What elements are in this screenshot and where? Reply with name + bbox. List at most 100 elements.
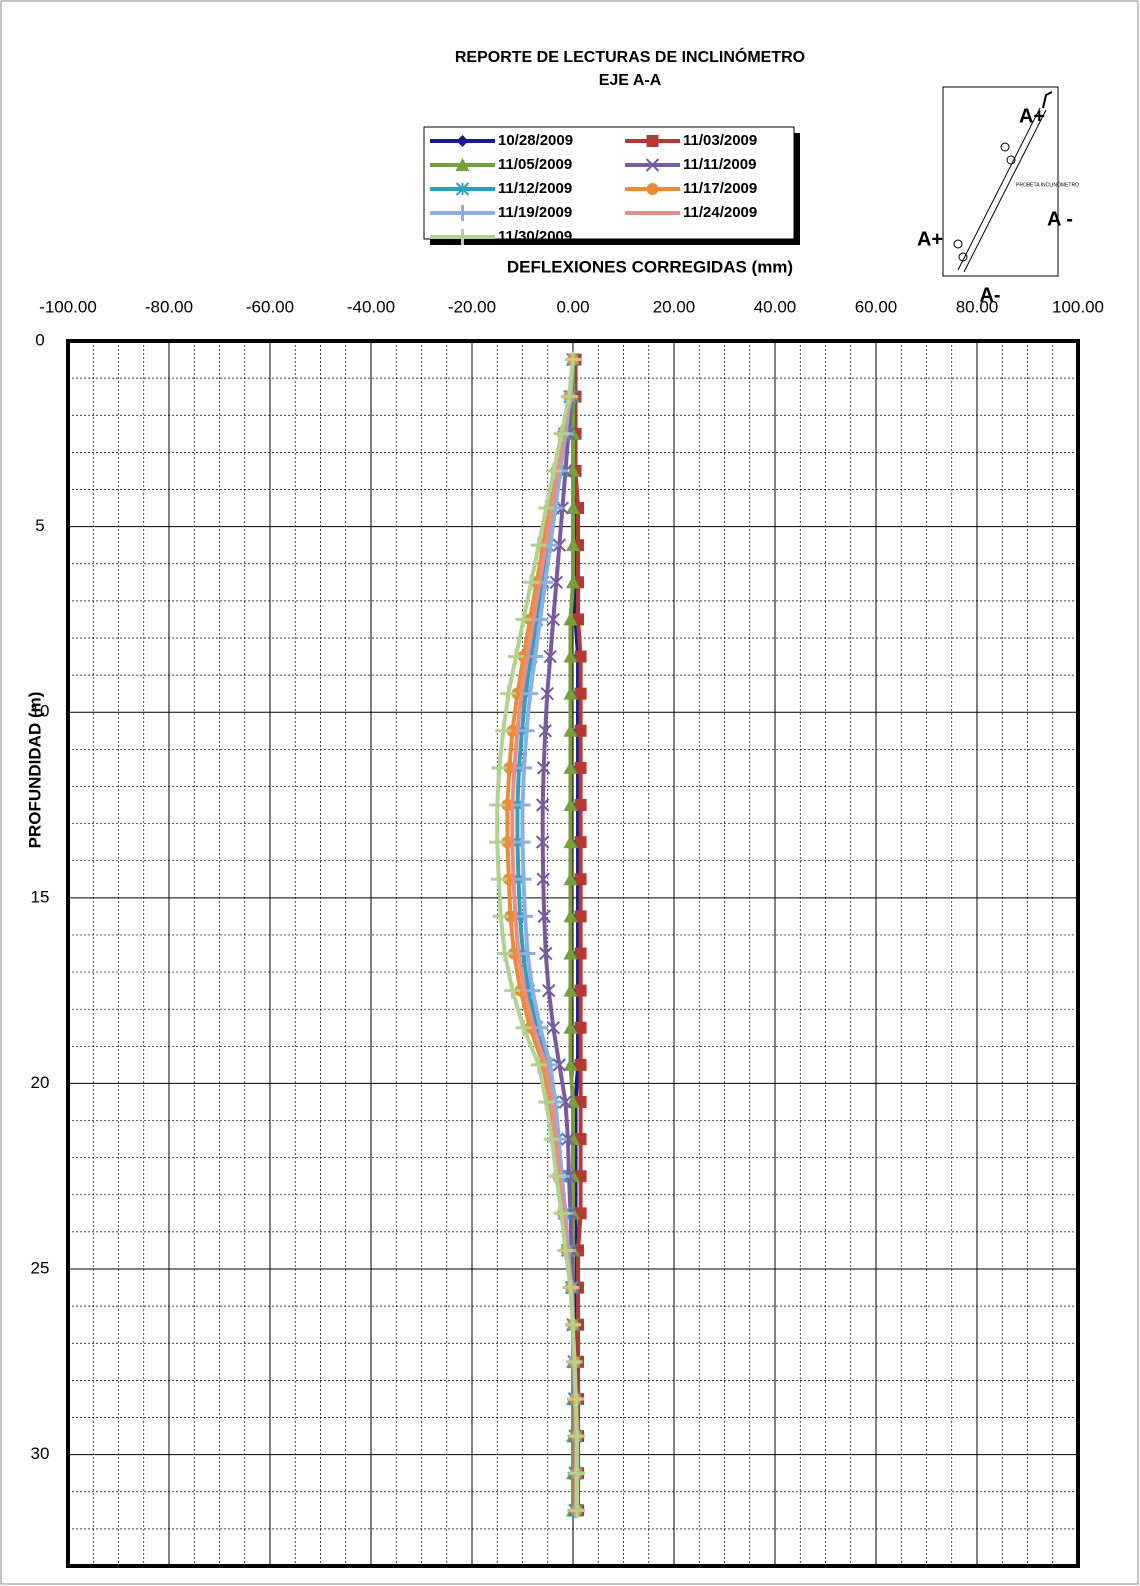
marker [562,1279,579,1296]
marker [539,946,553,961]
marker [574,836,587,849]
marker [574,761,587,774]
plot-series [489,351,587,1519]
marker [523,574,540,591]
marker [569,1502,586,1519]
marker [514,834,531,851]
marker [563,1057,578,1071]
marker [538,724,552,738]
x-tick-label: 40.00 [754,297,797,316]
chart-subtitle: EJE A-A [599,72,662,89]
marker [519,945,536,962]
marker [563,612,578,626]
marker [491,759,508,776]
marker [454,205,471,221]
legend-box [423,126,795,240]
marker [574,984,587,997]
marker [552,1058,567,1072]
marker [574,724,587,737]
legend-label: 11/17/2009 [683,180,757,197]
legend: 10/28/2009 11/03/2009 11/05/2009 11/11/2009… [423,126,800,245]
x-tick-label: -60.00 [246,297,294,316]
probe-wheel [958,252,968,262]
marker [553,425,570,442]
marker [563,798,578,812]
marker [561,1132,575,1146]
x-tick-label: -100.00 [39,297,97,316]
x-tick-label: 0.00 [556,297,589,316]
marker [646,135,659,147]
legend-label: 11/11/2009 [683,156,756,173]
marker [516,759,533,776]
x-tick-label: 80.00 [956,297,999,316]
marker [515,611,532,628]
marker [566,1353,583,1370]
marker [538,500,555,517]
marker [455,158,470,171]
inset: A+ A+ A - A- PROBETA INCLINÓMETRO [917,86,1079,306]
marker [530,537,547,554]
plot-border [66,339,1080,1568]
series-line [573,359,581,1511]
y-tick-label: 10 [31,702,50,721]
y-tick-label: 0 [35,330,44,349]
marker [565,1316,581,1333]
marker [563,1020,578,1034]
marker [574,873,587,886]
marker [501,799,514,812]
marker [574,687,587,700]
x-tick-label: -80.00 [145,297,193,316]
marker [518,722,535,739]
x-tick-label: 100.00 [1052,297,1104,316]
x-tick-label: 60.00 [855,297,898,316]
marker [574,1021,587,1034]
y-axis-title: PROFUNDIDAD (m) [25,692,44,849]
marker [563,723,578,737]
marker [566,575,580,589]
marker [489,797,506,814]
marker [563,909,578,923]
marker [563,946,578,960]
marker [546,612,561,627]
marker [535,798,550,812]
marker [546,1021,561,1035]
marker [495,722,512,739]
marker [456,135,469,147]
marker [563,760,578,774]
marker [565,351,581,368]
probe-wheel [1000,142,1010,152]
inset-label: A- [979,284,1000,306]
marker [524,982,541,999]
marker [543,1131,560,1148]
probe-line [957,107,1041,271]
marker [569,1428,586,1445]
marker [501,836,514,849]
marker [500,685,517,702]
inset-label: PROBETA INCLINÓMETRO [1016,181,1079,188]
marker [569,1465,586,1482]
marker [515,1019,532,1036]
inset-label: A+ [917,228,943,250]
marker [568,1390,585,1407]
marker [558,1095,573,1109]
marker [574,799,587,812]
y-tick-label: 15 [31,887,50,906]
legend-label: 11/24/2009 [683,204,757,221]
marker [504,982,521,999]
marker [542,983,556,998]
marker [566,538,580,552]
x-axis-title: DEFLEXIONES CORREGIDAS (mm) [507,257,793,276]
marker [538,1093,555,1110]
marker [455,182,470,196]
inset-label: A - [1047,208,1073,230]
probe-wheel [953,239,963,249]
legend-label: 11/30/2009 [498,228,572,245]
marker [563,686,578,700]
marker [517,908,534,925]
marker [490,871,507,888]
legend-label: 11/19/2009 [498,204,572,221]
marker [537,761,551,775]
marker [492,908,509,925]
legend-label: 11/03/2009 [683,132,757,149]
probe-line [963,109,1047,273]
